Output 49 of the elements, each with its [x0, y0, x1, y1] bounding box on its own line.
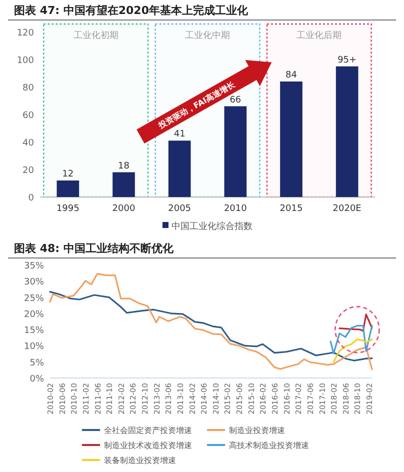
line-series	[330, 324, 373, 354]
legend-label: 中国工业化综合指数	[172, 221, 252, 232]
line-series	[332, 338, 373, 363]
bar	[56, 180, 80, 197]
bar	[224, 106, 247, 197]
legend-label: 制造业投资增速	[229, 426, 285, 435]
bar	[168, 140, 191, 197]
y-tick-label: 80	[22, 84, 34, 94]
band-label: 工业化初期	[73, 30, 118, 41]
data-label: 95+	[338, 55, 357, 66]
y-tick-label: 5%	[30, 358, 44, 368]
y-tick-label: 30%	[24, 278, 44, 288]
x-tick-label: 2005	[168, 204, 192, 214]
y-tick-label: 10%	[24, 342, 44, 352]
line-series	[49, 291, 373, 362]
y-tick-label: 40	[22, 138, 34, 148]
legend-label: 装备制造业投资增速	[104, 456, 176, 465]
data-label: 41	[174, 130, 186, 140]
chart-title: 图表 47: 中国有望在2020年基本上完成工业化	[14, 4, 249, 17]
x-tick-label: 1995	[56, 204, 80, 214]
y-tick-label: 20%	[24, 310, 44, 320]
y-tick-label: 25%	[24, 294, 44, 304]
chart-title: 图表 48: 中国工业结构不断优化	[14, 242, 174, 255]
data-label: 84	[286, 70, 298, 80]
x-tick-label: 2010	[224, 204, 248, 214]
band-label: 工业化后期	[296, 30, 342, 41]
y-tick-label: 60	[22, 111, 34, 121]
data-label: 12	[62, 170, 74, 180]
x-tick-label: 2020E	[332, 204, 362, 214]
legend-label: 高技术制造业投资增速	[229, 441, 309, 450]
y-tick-label: 100	[16, 56, 34, 66]
bar	[336, 66, 358, 197]
line-series	[49, 272, 373, 370]
y-tick-label: 35%	[24, 262, 44, 272]
data-label: 18	[118, 161, 130, 172]
x-tick-label: 2000	[112, 204, 136, 214]
legend-label: 全社会固定资产投资增速	[104, 426, 192, 435]
band-label: 工业化中期	[185, 30, 230, 41]
line-series	[338, 314, 373, 332]
y-tick-label: 0%	[30, 374, 44, 384]
y-tick-label: 20	[22, 166, 34, 176]
bar	[280, 82, 302, 197]
y-tick-label: 15%	[24, 326, 44, 336]
legend-label: 制造业技术改造投资增速	[104, 441, 192, 450]
y-tick-label: 120	[16, 28, 34, 38]
data-label: 66	[230, 95, 242, 106]
bar	[112, 172, 135, 197]
y-tick-label: 0	[28, 194, 34, 204]
x-tick-label: 2015	[280, 204, 303, 214]
